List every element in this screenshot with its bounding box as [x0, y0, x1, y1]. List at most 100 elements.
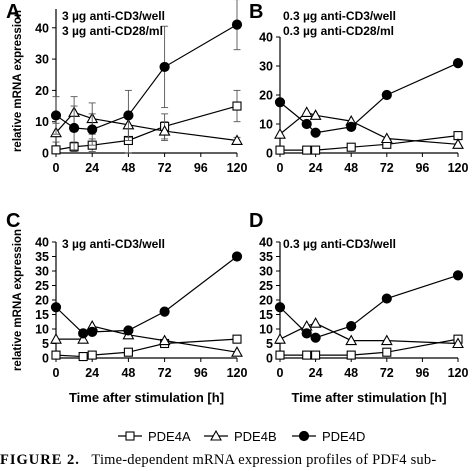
data-point — [77, 333, 90, 344]
series-pde4d — [50, 251, 243, 339]
panel-c — [50, 241, 243, 362]
annotation-text: 0.3 µg anti-CD28/ml — [283, 24, 394, 38]
legend-marker — [125, 431, 135, 441]
data-point — [158, 124, 171, 136]
x-tick-label: 24 — [85, 366, 99, 380]
annotation-text: 0.3 µg anti-CD3/well — [283, 9, 396, 23]
y-tick-label: 10 — [259, 118, 273, 132]
y-tick-label: 0 — [266, 352, 273, 366]
x-tick-label: 72 — [380, 366, 394, 380]
series-pde4d — [274, 58, 464, 138]
panel-letter: C — [6, 210, 20, 232]
y-tick-label: 25 — [259, 279, 273, 293]
series-pde4a — [275, 334, 463, 360]
series-line — [279, 62, 459, 134]
data-point — [274, 97, 286, 108]
caption-text: Time-dependent mRNA expression profiles … — [91, 452, 437, 468]
y-tick-label: 20 — [259, 294, 273, 308]
y-tick-label: 10 — [35, 115, 49, 129]
data-point — [381, 89, 392, 101]
data-point — [123, 347, 133, 357]
data-point — [159, 61, 170, 73]
y-tick-label: 0 — [42, 352, 49, 366]
legend-marker — [298, 430, 310, 442]
legend: PDE4A PDE4B PDE4D — [118, 429, 365, 444]
data-point — [232, 101, 242, 111]
y-tick-label: 20 — [35, 294, 49, 308]
y-tick-label: 30 — [35, 265, 49, 279]
y-tick-label: 25 — [35, 279, 49, 293]
data-point — [300, 106, 313, 117]
annotation-text: 3 µg anti-CD3/well — [62, 9, 165, 23]
x-tick-label: 48 — [121, 161, 135, 175]
data-point — [310, 127, 321, 138]
data-point — [51, 350, 61, 360]
data-point — [232, 334, 242, 344]
series-pde4d — [50, 0, 243, 151]
x-tick-label: 48 — [344, 161, 358, 175]
x-tick-label: 24 — [309, 161, 323, 175]
x-tick-label: 0 — [53, 161, 60, 175]
data-point — [231, 251, 243, 262]
x-tick-label: 120 — [448, 366, 469, 380]
x-tick-label: 72 — [158, 366, 172, 380]
data-point — [345, 334, 358, 346]
data-point — [301, 328, 312, 339]
data-point — [123, 110, 134, 121]
series-line — [55, 111, 238, 142]
series-line — [279, 274, 459, 339]
panel-b — [274, 36, 464, 157]
data-point — [452, 270, 464, 281]
x-tick-label: 96 — [415, 366, 429, 380]
data-point — [381, 293, 392, 304]
y-tick-label: 5 — [42, 337, 49, 351]
data-point — [274, 333, 286, 344]
data-point — [302, 145, 312, 155]
data-point — [87, 124, 98, 135]
data-point — [346, 321, 357, 332]
x-tick-label: 48 — [344, 366, 358, 380]
panel-letter: B — [249, 1, 263, 23]
x-tick-label: 120 — [227, 161, 248, 175]
y-tick-label: 20 — [259, 89, 273, 103]
annotation-text: 3 µg anti-CD28/ml — [62, 24, 163, 38]
y-axis-label: relative mRNA expression — [12, 10, 24, 152]
data-point — [309, 109, 322, 120]
series-line — [56, 325, 238, 353]
data-point — [78, 328, 89, 339]
data-point — [452, 337, 464, 349]
data-point — [301, 118, 312, 130]
data-point — [275, 145, 285, 155]
data-point — [452, 138, 464, 149]
data-point — [309, 317, 322, 328]
data-point — [346, 350, 356, 360]
x-tick-label: 72 — [380, 161, 394, 175]
y-tick-label: 20 — [35, 84, 49, 98]
panel-letter: A — [6, 1, 20, 23]
y-tick-label: 15 — [35, 308, 49, 322]
data-point — [158, 334, 171, 346]
data-point — [302, 350, 312, 360]
series-line — [55, 256, 238, 334]
data-point — [380, 132, 393, 144]
data-point — [346, 121, 357, 133]
annotation-text: 3 µg anti-CD3/well — [62, 237, 165, 251]
x-tick-label: 0 — [277, 161, 284, 175]
y-tick-label: 35 — [259, 250, 273, 264]
y-axis-label: relative mRNA expression — [12, 229, 24, 371]
x-tick-label: 120 — [227, 366, 248, 380]
y-tick-label: 30 — [259, 60, 273, 74]
x-tick-label: 96 — [194, 161, 208, 175]
x-tick-label: 96 — [415, 161, 429, 175]
x-tick-label: 120 — [448, 161, 469, 175]
data-point — [159, 306, 170, 317]
y-tick-label: 40 — [35, 21, 49, 35]
x-tick-label: 48 — [121, 366, 135, 380]
series-pde4b — [50, 319, 243, 357]
data-point — [346, 142, 356, 152]
figure-caption: FIGURE 2. Time-dependent mRNA expression… — [0, 452, 474, 471]
y-tick-label: 30 — [35, 53, 49, 67]
series-pde4b — [50, 96, 243, 146]
panel-d — [274, 241, 464, 362]
data-point — [310, 332, 321, 343]
